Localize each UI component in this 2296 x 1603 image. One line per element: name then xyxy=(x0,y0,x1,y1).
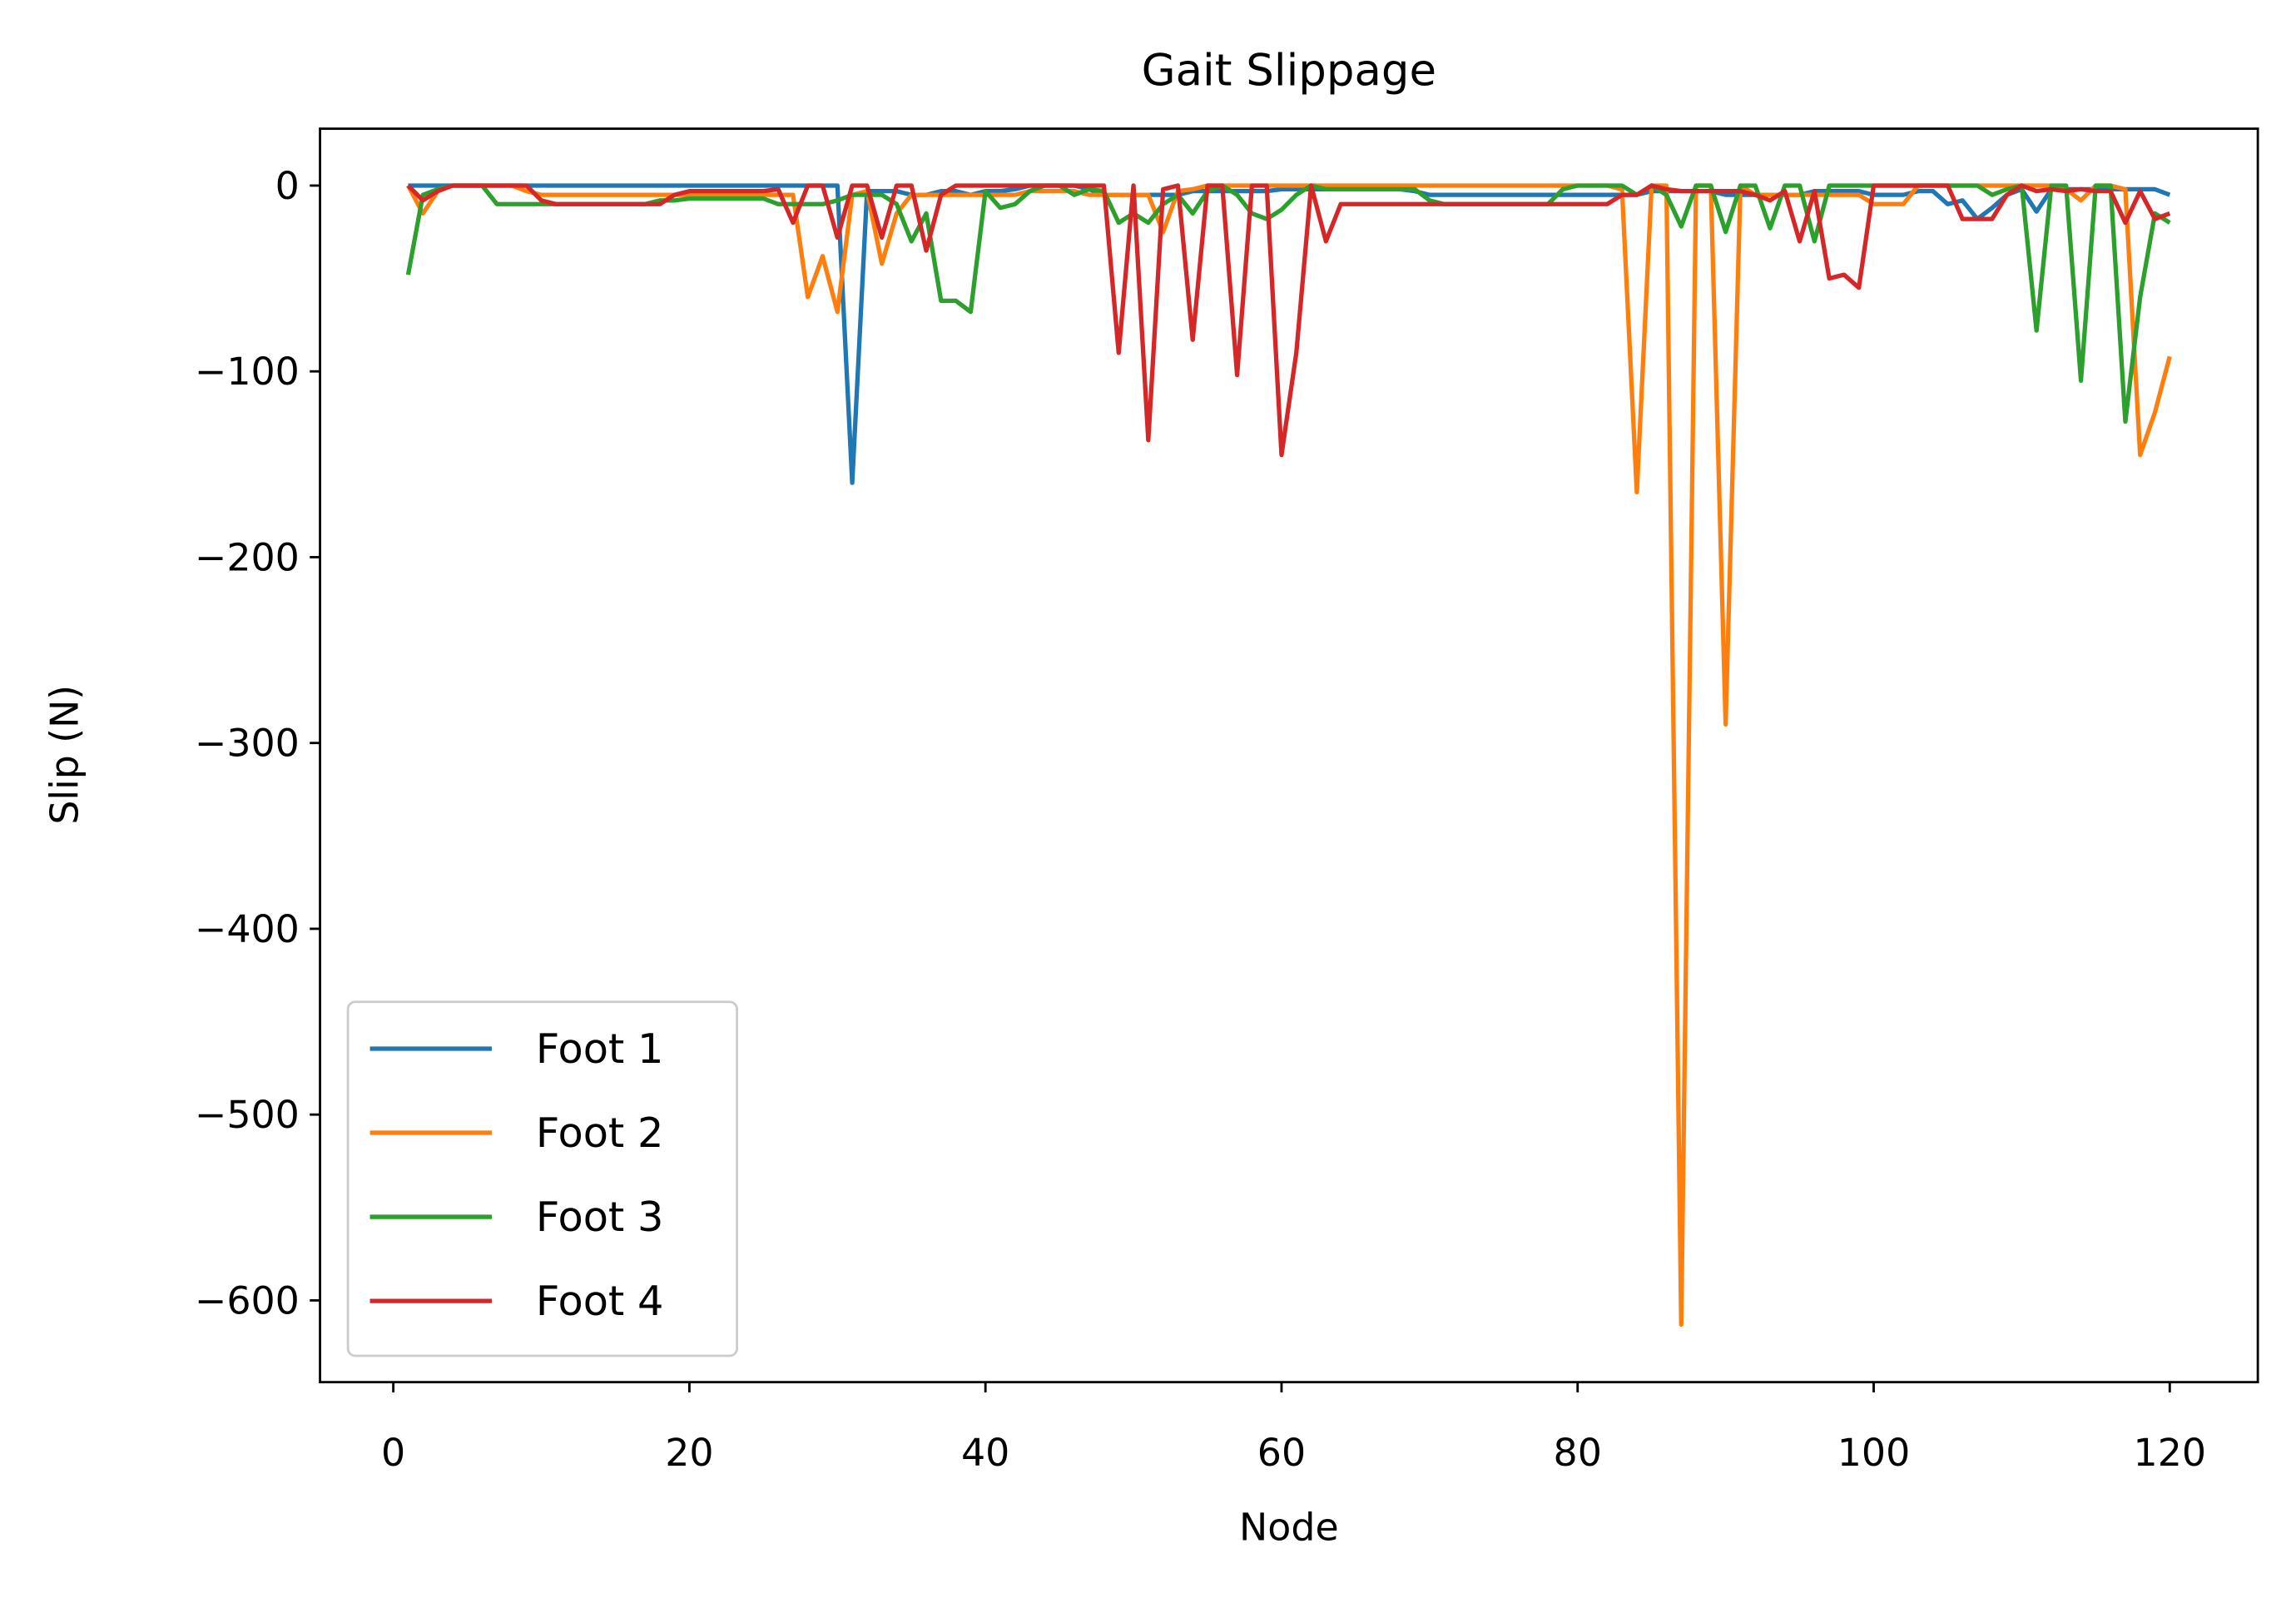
legend-label: Foot 1 xyxy=(536,1025,664,1073)
x-tick-label: 20 xyxy=(665,1431,713,1475)
series-line xyxy=(406,183,2171,458)
legend-label: Foot 3 xyxy=(536,1193,664,1241)
y-tick-label: −400 xyxy=(195,907,300,951)
y-tick-label: 0 xyxy=(275,164,300,208)
y-tick-label: −100 xyxy=(195,350,300,394)
x-tick-label: 0 xyxy=(381,1431,405,1475)
chart-title: Gait Slippage xyxy=(1142,46,1436,97)
series-line xyxy=(406,183,2172,1328)
series-line xyxy=(408,183,2171,485)
y-tick-label: −600 xyxy=(195,1278,300,1323)
legend-label: Foot 2 xyxy=(536,1109,664,1157)
x-tick-label: 100 xyxy=(1837,1431,1911,1475)
y-tick-label: −300 xyxy=(195,722,300,766)
x-axis-label: Node xyxy=(1239,1506,1339,1550)
y-axis-label: Slip (N) xyxy=(43,685,87,825)
legend-box xyxy=(346,1000,738,1357)
y-tick-label: −500 xyxy=(195,1093,300,1137)
y-tick-label: −200 xyxy=(195,536,300,580)
legend-label: Foot 4 xyxy=(536,1277,664,1325)
x-tick-label: 40 xyxy=(961,1431,1009,1475)
x-tick-label: 120 xyxy=(2134,1431,2207,1475)
x-tick-label: 80 xyxy=(1554,1431,1602,1475)
x-tick-label: 60 xyxy=(1257,1431,1306,1475)
legend: Foot 1 Foot 2 Foot 3 Foot 4 xyxy=(346,1000,738,1357)
plot-frame xyxy=(319,127,2259,1384)
